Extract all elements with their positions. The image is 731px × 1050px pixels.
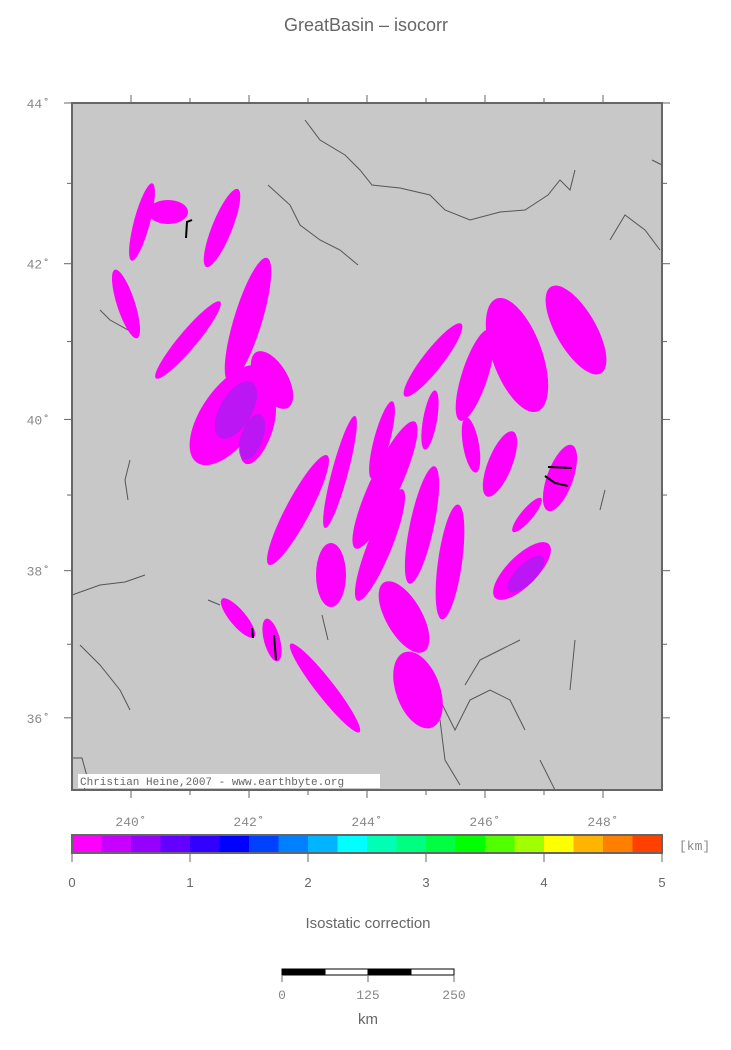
- scalebar-segment: [367, 968, 412, 976]
- scalebar-segment: [281, 968, 326, 976]
- scalebar-tick-label: 250: [442, 988, 465, 1003]
- colorbar-tick-label: 0: [68, 875, 75, 890]
- colorbar-tick-label: 4: [540, 875, 547, 890]
- x-tick-label: 248˚: [587, 815, 618, 830]
- colorbar-swatch: [367, 835, 397, 853]
- colorbar-swatch: [455, 835, 486, 853]
- colorbar-swatch: [190, 835, 220, 853]
- colorbar-swatch: [131, 835, 161, 853]
- scalebar-segment: [324, 968, 369, 976]
- x-tick-label: 242˚: [233, 815, 264, 830]
- colorbar-tick-label: 3: [422, 875, 429, 890]
- y-tick-label: 44˚: [27, 97, 50, 112]
- colorbar-swatch: [249, 835, 279, 853]
- colorbar-swatch: [219, 835, 250, 853]
- scalebar-unit: km: [358, 1011, 378, 1028]
- colorbar-frame: [71, 834, 663, 854]
- colorbar-swatch: [544, 835, 574, 853]
- x-tick-label: 240˚: [115, 815, 146, 830]
- faults: [185, 219, 573, 661]
- colorbar-swatch: [396, 835, 427, 853]
- colorbar-swatch: [485, 835, 515, 853]
- colorbar-swatch: [514, 835, 545, 853]
- colorbar-swatch: [426, 835, 456, 853]
- x-tick-label: 244˚: [351, 815, 382, 830]
- y-tick-label: 36˚: [27, 712, 50, 727]
- rivers: [71, 119, 663, 791]
- credit: Christian Heine,2007 - www.earthbyte.org: [80, 777, 344, 789]
- colorbar-unit: [km]: [679, 839, 710, 854]
- frame-ticks: [64, 95, 670, 798]
- colorbar-swatch: [101, 835, 132, 853]
- colorbar-swatch: [72, 835, 102, 853]
- x-tick-label: 246˚: [469, 815, 500, 830]
- correction-blobs: [111, 183, 607, 733]
- scalebar-segment: [410, 968, 455, 976]
- colorbar-swatch: [278, 835, 309, 853]
- colorbar-swatch: [573, 835, 604, 853]
- colorbar-tick-label: 1: [186, 875, 193, 890]
- colorbar-swatch: [603, 835, 633, 853]
- y-tick-label: 38˚: [27, 565, 50, 580]
- colorbar-tick-label: 5: [658, 875, 665, 890]
- colorbar-swatch: [632, 835, 663, 853]
- scalebar-tick-label: 125: [356, 988, 379, 1003]
- colorbar-swatch: [337, 835, 368, 853]
- scalebar-tick-label: 0: [278, 988, 286, 1003]
- colorbar-swatch: [308, 835, 338, 853]
- colorbar-label: Isostatic correction: [305, 915, 430, 932]
- y-tick-label: 42˚: [27, 258, 50, 273]
- colorbar-tick-label: 2: [304, 875, 311, 890]
- credit-bg: [78, 774, 380, 788]
- title: GreatBasin – isocorr: [284, 15, 448, 35]
- colorbar-swatch: [160, 835, 191, 853]
- y-tick-label: 40˚: [27, 413, 50, 428]
